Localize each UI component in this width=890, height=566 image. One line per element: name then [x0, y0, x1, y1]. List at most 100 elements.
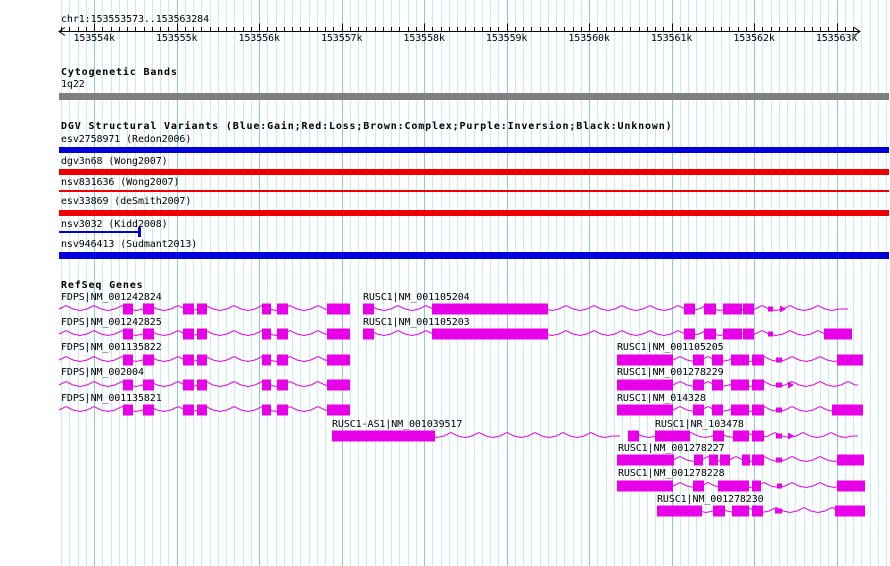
gene-exon[interactable]	[693, 404, 704, 416]
dgv-variant-label[interactable]: nsv946413 (Sudmant2013)	[61, 239, 198, 250]
gene-exon[interactable]	[123, 404, 133, 416]
gene-exon[interactable]	[684, 328, 695, 340]
gene-exon[interactable]	[123, 379, 133, 391]
gene-exon[interactable]	[723, 328, 742, 340]
gene-exon[interactable]	[327, 303, 350, 315]
gene-exon[interactable]	[731, 354, 749, 366]
gene-exon[interactable]	[720, 454, 730, 466]
gene-exon[interactable]	[776, 457, 782, 463]
gene-label[interactable]: RUSC1|NM_001278230	[657, 494, 764, 505]
gene-exon[interactable]	[123, 303, 133, 315]
gene-label[interactable]: FDPS|NM_001135821	[61, 393, 162, 404]
gene-exon[interactable]	[837, 454, 864, 466]
gene-exon[interactable]	[723, 303, 742, 315]
gene-exon[interactable]	[617, 404, 673, 416]
gene-exon[interactable]	[363, 303, 374, 315]
gene-exon[interactable]	[277, 379, 288, 391]
gene-exon[interactable]	[432, 328, 548, 340]
gene-exon[interactable]	[262, 379, 271, 391]
dgv-variant-bar[interactable]	[59, 252, 889, 259]
gene-exon[interactable]	[327, 379, 350, 391]
gene-exon[interactable]	[693, 480, 704, 492]
gene-label[interactable]: RUSC1|NR_103478	[655, 419, 744, 430]
gene-exon[interactable]	[752, 379, 764, 391]
gene-exon[interactable]	[712, 404, 723, 416]
gene-label[interactable]: RUSC1|NM_001278228	[618, 468, 725, 479]
gene-exon[interactable]	[197, 404, 207, 416]
gene-exon[interactable]	[332, 430, 435, 442]
gene-exon[interactable]	[837, 354, 863, 366]
gene-exon[interactable]	[262, 354, 271, 366]
gene-exon[interactable]	[262, 328, 271, 340]
gene-exon[interactable]	[732, 505, 749, 517]
gene-exon[interactable]	[776, 433, 782, 439]
gene-label[interactable]: FDPS|NM_001135822	[61, 342, 162, 353]
dgv-variant-label[interactable]: nsv3032 (Kidd2008)	[61, 219, 168, 230]
dgv-variant-label[interactable]: esv33869 (deSmith2007)	[61, 196, 192, 207]
gene-exon[interactable]	[123, 328, 133, 340]
gene-exon[interactable]	[262, 303, 271, 315]
gene-exon[interactable]	[768, 306, 773, 312]
gene-label[interactable]: RUSC1|NM_014328	[617, 393, 706, 404]
dgv-variant-label[interactable]: esv2758971 (Redon2006)	[61, 134, 192, 145]
gene-exon[interactable]	[837, 480, 865, 492]
gene-exon[interactable]	[712, 379, 723, 391]
gene-exon[interactable]	[183, 303, 194, 315]
dgv-variant-bar[interactable]	[59, 169, 889, 175]
gene-label[interactable]: RUSC1|NM_001105204	[363, 292, 470, 303]
gene-exon[interactable]	[123, 354, 133, 366]
gene-exon[interactable]	[704, 328, 716, 340]
dgv-variant-label[interactable]: nsv831636 (Wong2007)	[61, 177, 180, 188]
gene-exon[interactable]	[657, 505, 702, 517]
gene-exon[interactable]	[733, 430, 749, 442]
gene-exon[interactable]	[704, 303, 716, 315]
gene-exon[interactable]	[776, 407, 782, 413]
gene-exon[interactable]	[277, 354, 288, 366]
gene-exon[interactable]	[824, 328, 852, 340]
dgv-variant-bar[interactable]	[59, 190, 889, 192]
gene-exon[interactable]	[277, 404, 288, 416]
gene-exon[interactable]	[262, 404, 271, 416]
gene-exon[interactable]	[694, 454, 703, 466]
gene-exon[interactable]	[197, 328, 207, 340]
gene-exon[interactable]	[693, 354, 704, 366]
gene-exon[interactable]	[713, 430, 724, 442]
gene-exon[interactable]	[432, 303, 548, 315]
gene-exon[interactable]	[742, 454, 750, 466]
gene-exon[interactable]	[183, 404, 194, 416]
gene-exon[interactable]	[775, 508, 782, 514]
gene-label[interactable]: RUSC1|NM_001105205	[617, 342, 724, 353]
gene-exon[interactable]	[768, 331, 773, 337]
gene-exon[interactable]	[743, 303, 754, 315]
gene-label[interactable]: FDPS|NM_002004	[61, 367, 144, 378]
gene-exon[interactable]	[327, 354, 350, 366]
gene-exon[interactable]	[731, 404, 749, 416]
gene-exon[interactable]	[776, 382, 782, 388]
gene-exon[interactable]	[143, 404, 154, 416]
gene-label[interactable]: RUSC1|NM_001278229	[617, 367, 724, 378]
gene-exon[interactable]	[731, 379, 749, 391]
gene-exon[interactable]	[197, 354, 207, 366]
gene-exon[interactable]	[752, 430, 764, 442]
gene-exon[interactable]	[143, 354, 154, 366]
gene-exon[interactable]	[743, 328, 754, 340]
gene-exon[interactable]	[327, 328, 350, 340]
gene-exon[interactable]	[617, 480, 673, 492]
gene-exon[interactable]	[277, 328, 288, 340]
gene-exon[interactable]	[277, 303, 288, 315]
gene-exon[interactable]	[712, 354, 723, 366]
dgv-variant-bar[interactable]	[59, 210, 889, 216]
gene-exon[interactable]	[327, 404, 350, 416]
gene-exon[interactable]	[197, 303, 207, 315]
dgv-variant-bar[interactable]	[59, 231, 140, 233]
gene-exon[interactable]	[617, 354, 673, 366]
gene-exon[interactable]	[752, 454, 764, 466]
gene-exon[interactable]	[777, 483, 782, 489]
gene-exon[interactable]	[363, 328, 374, 340]
gene-exon[interactable]	[143, 379, 154, 391]
gene-exon[interactable]	[197, 379, 207, 391]
gene-label[interactable]: RUSC1|NM_001278227	[618, 443, 725, 454]
gene-exon[interactable]	[628, 430, 639, 442]
gene-exon[interactable]	[752, 354, 764, 366]
gene-exon[interactable]	[183, 379, 194, 391]
